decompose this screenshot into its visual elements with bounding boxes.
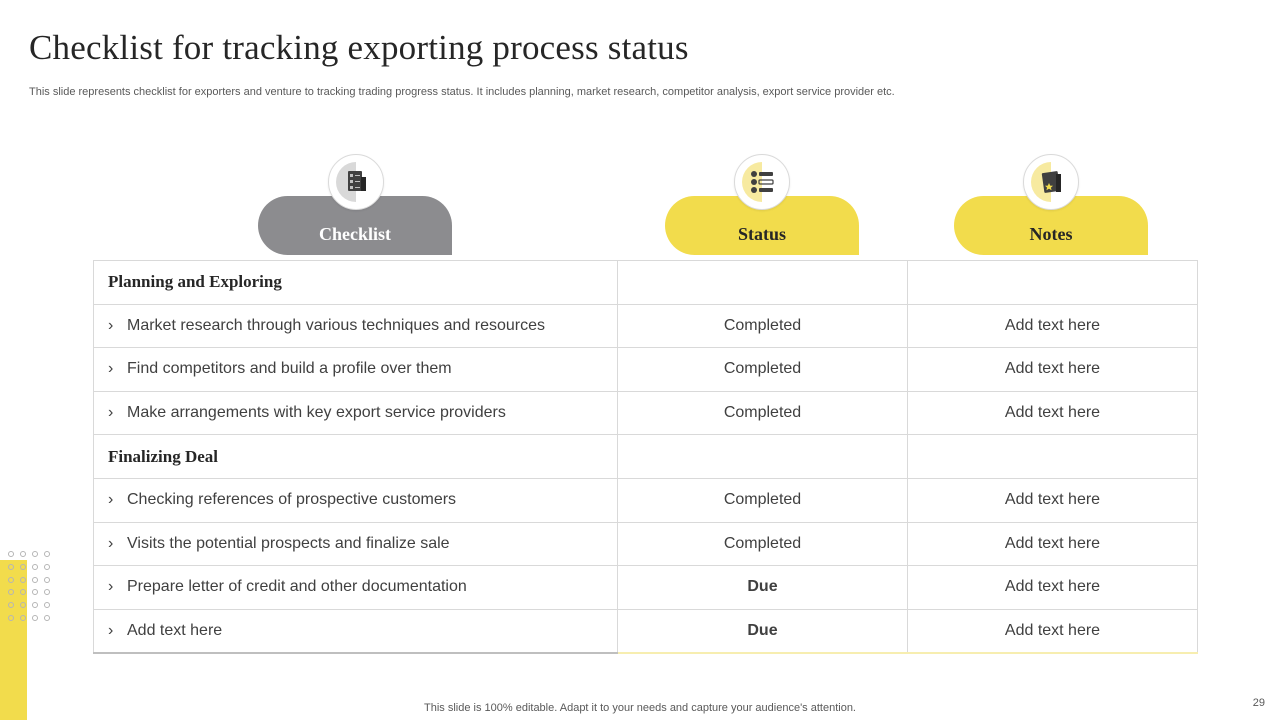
notes-cell: Add text here — [907, 347, 1198, 392]
chevron-right-icon: › — [108, 578, 114, 596]
table-row: › Visits the potential prospects and fina… — [93, 521, 1198, 567]
status-header-label: Status — [737, 224, 786, 244]
page-number: 29 — [1252, 697, 1265, 709]
table-row: › Checking references of prospective cust… — [93, 477, 1198, 523]
section-row: Finalizing Deal — [93, 434, 1198, 479]
notes-cell: Add text here — [907, 608, 1198, 655]
checklist-table: Planning and Exploring › Market research … — [93, 260, 1198, 655]
status-cell: Due — [617, 565, 908, 610]
table-row: › Add text here Due Add text here — [93, 608, 1198, 655]
decorative-yellow-strip — [0, 560, 27, 720]
chevron-right-icon: › — [108, 360, 114, 378]
slide-subtitle: This slide represents checklist for expo… — [29, 86, 895, 98]
table-row: › Market research through various techniq… — [93, 303, 1198, 349]
table-row: › Prepare letter of credit and other docu… — [93, 565, 1198, 610]
checklist-header-label: Checklist — [319, 224, 391, 244]
notes-cell: Add text here — [907, 521, 1198, 567]
task-text: Visits the potential prospects and final… — [127, 534, 450, 552]
task-text: Market research through various techniqu… — [127, 316, 545, 334]
section-title: Finalizing Deal — [93, 434, 618, 479]
chevron-right-icon: › — [108, 491, 114, 509]
status-cell: Due — [617, 608, 908, 655]
table-row: › Make arrangements with key export servi… — [93, 390, 1198, 436]
chevron-right-icon: › — [108, 404, 114, 422]
task-text: Add text here — [127, 622, 223, 640]
chevron-right-icon: › — [108, 534, 114, 552]
notes-header-label: Notes — [1029, 224, 1073, 244]
task-text: Find competitors and build a profile ove… — [127, 360, 452, 378]
status-cell: Completed — [617, 347, 908, 392]
clipboard-checklist-icon — [328, 154, 384, 210]
decorative-dot-grid — [5, 548, 55, 624]
chevron-right-icon: › — [108, 622, 114, 640]
task-text: Checking references of prospective custo… — [127, 491, 457, 509]
chevron-right-icon: › — [108, 316, 114, 334]
notes-cell: Add text here — [907, 565, 1198, 610]
section-row: Planning and Exploring — [93, 260, 1198, 305]
notes-cell: Add text here — [907, 390, 1198, 436]
task-text: Make arrangements with key export servic… — [127, 404, 506, 422]
notes-cell: Add text here — [907, 303, 1198, 349]
task-text: Prepare letter of credit and other docum… — [127, 578, 467, 596]
section-title: Planning and Exploring — [93, 260, 618, 305]
task-list-icon — [734, 154, 790, 210]
slide-footer: This slide is 100% editable. Adapt it to… — [424, 702, 856, 714]
notes-star-icon — [1023, 154, 1079, 210]
table-row: › Find competitors and build a profile ov… — [93, 347, 1198, 392]
status-cell: Completed — [617, 303, 908, 349]
status-cell: Completed — [617, 390, 908, 436]
status-cell: Completed — [617, 477, 908, 523]
status-cell: Completed — [617, 521, 908, 567]
notes-cell: Add text here — [907, 477, 1198, 523]
slide-title: Checklist for tracking exporting process… — [29, 28, 689, 67]
